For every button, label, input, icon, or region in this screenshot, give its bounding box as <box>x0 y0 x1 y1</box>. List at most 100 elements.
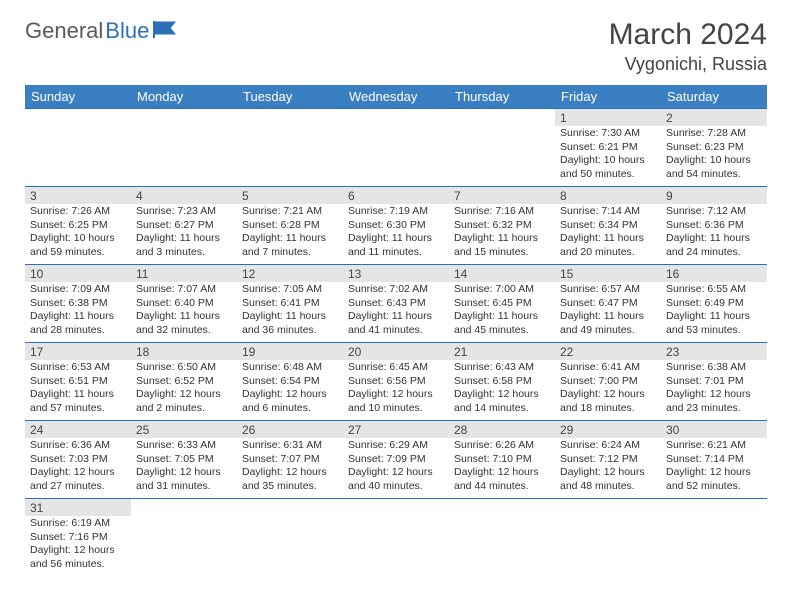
day-cell: 6Sunrise: 7:19 AMSunset: 6:30 PMDaylight… <box>343 187 449 265</box>
day-detail: Sunrise: 6:36 AMSunset: 7:03 PMDaylight:… <box>25 438 131 497</box>
day-cell <box>449 499 555 577</box>
day-cell <box>237 499 343 577</box>
day-cell: 3Sunrise: 7:26 AMSunset: 6:25 PMDaylight… <box>25 187 131 265</box>
day-number: 9 <box>661 187 767 204</box>
col-thursday: Thursday <box>449 85 555 109</box>
day-number: 20 <box>343 343 449 360</box>
day-cell: 24Sunrise: 6:36 AMSunset: 7:03 PMDayligh… <box>25 421 131 499</box>
week-row: 1Sunrise: 7:30 AMSunset: 6:21 PMDaylight… <box>25 109 767 187</box>
day-cell: 2Sunrise: 7:28 AMSunset: 6:23 PMDaylight… <box>661 109 767 187</box>
day-cell: 7Sunrise: 7:16 AMSunset: 6:32 PMDaylight… <box>449 187 555 265</box>
day-cell: 29Sunrise: 6:24 AMSunset: 7:12 PMDayligh… <box>555 421 661 499</box>
day-detail: Sunrise: 6:41 AMSunset: 7:00 PMDaylight:… <box>555 360 661 419</box>
day-detail: Sunrise: 7:28 AMSunset: 6:23 PMDaylight:… <box>661 126 767 185</box>
day-cell <box>131 109 237 187</box>
day-detail: Sunrise: 6:33 AMSunset: 7:05 PMDaylight:… <box>131 438 237 497</box>
header-row: Sunday Monday Tuesday Wednesday Thursday… <box>25 85 767 109</box>
day-cell: 23Sunrise: 6:38 AMSunset: 7:01 PMDayligh… <box>661 343 767 421</box>
day-number: 3 <box>25 187 131 204</box>
day-number: 21 <box>449 343 555 360</box>
day-detail: Sunrise: 7:07 AMSunset: 6:40 PMDaylight:… <box>131 282 237 341</box>
day-cell: 17Sunrise: 6:53 AMSunset: 6:51 PMDayligh… <box>25 343 131 421</box>
day-cell: 4Sunrise: 7:23 AMSunset: 6:27 PMDaylight… <box>131 187 237 265</box>
week-row: 3Sunrise: 7:26 AMSunset: 6:25 PMDaylight… <box>25 187 767 265</box>
day-cell <box>131 499 237 577</box>
calendar-body: 1Sunrise: 7:30 AMSunset: 6:21 PMDaylight… <box>25 109 767 577</box>
week-row: 31Sunrise: 6:19 AMSunset: 7:16 PMDayligh… <box>25 499 767 577</box>
day-detail: Sunrise: 7:02 AMSunset: 6:43 PMDaylight:… <box>343 282 449 341</box>
day-cell: 31Sunrise: 6:19 AMSunset: 7:16 PMDayligh… <box>25 499 131 577</box>
col-friday: Friday <box>555 85 661 109</box>
day-detail: Sunrise: 7:16 AMSunset: 6:32 PMDaylight:… <box>449 204 555 263</box>
day-number: 16 <box>661 265 767 282</box>
day-number: 23 <box>661 343 767 360</box>
day-cell: 10Sunrise: 7:09 AMSunset: 6:38 PMDayligh… <box>25 265 131 343</box>
week-row: 10Sunrise: 7:09 AMSunset: 6:38 PMDayligh… <box>25 265 767 343</box>
day-cell <box>25 109 131 187</box>
day-number: 18 <box>131 343 237 360</box>
day-cell: 12Sunrise: 7:05 AMSunset: 6:41 PMDayligh… <box>237 265 343 343</box>
day-cell: 26Sunrise: 6:31 AMSunset: 7:07 PMDayligh… <box>237 421 343 499</box>
day-detail: Sunrise: 7:05 AMSunset: 6:41 PMDaylight:… <box>237 282 343 341</box>
day-number: 24 <box>25 421 131 438</box>
day-cell: 27Sunrise: 6:29 AMSunset: 7:09 PMDayligh… <box>343 421 449 499</box>
day-number: 14 <box>449 265 555 282</box>
day-detail: Sunrise: 6:43 AMSunset: 6:58 PMDaylight:… <box>449 360 555 419</box>
day-detail: Sunrise: 6:55 AMSunset: 6:49 PMDaylight:… <box>661 282 767 341</box>
col-saturday: Saturday <box>661 85 767 109</box>
day-number: 17 <box>25 343 131 360</box>
logo-text-2: Blue <box>105 18 149 44</box>
day-cell <box>237 109 343 187</box>
location: Vygonichi, Russia <box>609 54 767 75</box>
day-number: 11 <box>131 265 237 282</box>
day-cell: 25Sunrise: 6:33 AMSunset: 7:05 PMDayligh… <box>131 421 237 499</box>
day-number: 6 <box>343 187 449 204</box>
day-cell: 11Sunrise: 7:07 AMSunset: 6:40 PMDayligh… <box>131 265 237 343</box>
col-monday: Monday <box>131 85 237 109</box>
day-detail: Sunrise: 6:57 AMSunset: 6:47 PMDaylight:… <box>555 282 661 341</box>
day-cell: 28Sunrise: 6:26 AMSunset: 7:10 PMDayligh… <box>449 421 555 499</box>
day-detail: Sunrise: 6:19 AMSunset: 7:16 PMDaylight:… <box>25 516 131 575</box>
day-detail: Sunrise: 7:19 AMSunset: 6:30 PMDaylight:… <box>343 204 449 263</box>
day-cell: 16Sunrise: 6:55 AMSunset: 6:49 PMDayligh… <box>661 265 767 343</box>
day-detail: Sunrise: 6:24 AMSunset: 7:12 PMDaylight:… <box>555 438 661 497</box>
day-cell: 13Sunrise: 7:02 AMSunset: 6:43 PMDayligh… <box>343 265 449 343</box>
day-cell: 1Sunrise: 7:30 AMSunset: 6:21 PMDaylight… <box>555 109 661 187</box>
day-detail: Sunrise: 6:29 AMSunset: 7:09 PMDaylight:… <box>343 438 449 497</box>
day-detail: Sunrise: 6:21 AMSunset: 7:14 PMDaylight:… <box>661 438 767 497</box>
day-detail: Sunrise: 7:14 AMSunset: 6:34 PMDaylight:… <box>555 204 661 263</box>
day-number: 27 <box>343 421 449 438</box>
day-cell: 20Sunrise: 6:45 AMSunset: 6:56 PMDayligh… <box>343 343 449 421</box>
day-cell: 15Sunrise: 6:57 AMSunset: 6:47 PMDayligh… <box>555 265 661 343</box>
day-detail: Sunrise: 7:23 AMSunset: 6:27 PMDaylight:… <box>131 204 237 263</box>
day-detail: Sunrise: 6:31 AMSunset: 7:07 PMDaylight:… <box>237 438 343 497</box>
flag-icon <box>153 18 179 44</box>
day-cell: 14Sunrise: 7:00 AMSunset: 6:45 PMDayligh… <box>449 265 555 343</box>
day-detail: Sunrise: 6:45 AMSunset: 6:56 PMDaylight:… <box>343 360 449 419</box>
day-number: 4 <box>131 187 237 204</box>
day-cell <box>449 109 555 187</box>
day-detail: Sunrise: 7:09 AMSunset: 6:38 PMDaylight:… <box>25 282 131 341</box>
day-detail: Sunrise: 6:53 AMSunset: 6:51 PMDaylight:… <box>25 360 131 419</box>
logo: GeneralBlue <box>25 18 179 44</box>
day-detail: Sunrise: 6:26 AMSunset: 7:10 PMDaylight:… <box>449 438 555 497</box>
day-number: 12 <box>237 265 343 282</box>
day-number: 5 <box>237 187 343 204</box>
header: GeneralBlue March 2024 Vygonichi, Russia <box>25 18 767 75</box>
day-number: 7 <box>449 187 555 204</box>
col-sunday: Sunday <box>25 85 131 109</box>
day-cell <box>555 499 661 577</box>
day-number: 10 <box>25 265 131 282</box>
title-block: March 2024 Vygonichi, Russia <box>609 18 767 75</box>
day-cell: 22Sunrise: 6:41 AMSunset: 7:00 PMDayligh… <box>555 343 661 421</box>
day-cell: 19Sunrise: 6:48 AMSunset: 6:54 PMDayligh… <box>237 343 343 421</box>
day-number: 28 <box>449 421 555 438</box>
day-number: 19 <box>237 343 343 360</box>
day-cell: 9Sunrise: 7:12 AMSunset: 6:36 PMDaylight… <box>661 187 767 265</box>
week-row: 24Sunrise: 6:36 AMSunset: 7:03 PMDayligh… <box>25 421 767 499</box>
day-number: 15 <box>555 265 661 282</box>
day-number: 8 <box>555 187 661 204</box>
day-number: 26 <box>237 421 343 438</box>
logo-text-1: General <box>25 18 103 44</box>
day-cell: 21Sunrise: 6:43 AMSunset: 6:58 PMDayligh… <box>449 343 555 421</box>
